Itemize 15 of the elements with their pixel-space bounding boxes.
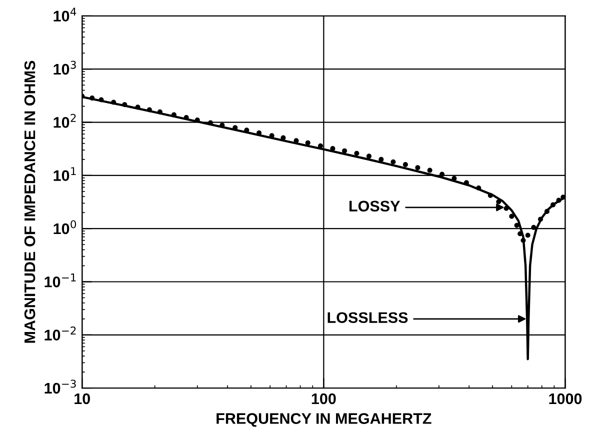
y-tick-label: 10$^{0}$ (54, 220, 76, 234)
y-tick-label: 10$^{3}$ (54, 60, 76, 75)
x-tick-label: 1000 (549, 393, 582, 404)
y-tick-label: 10$^{2}$ (54, 114, 76, 128)
y-tick-label: 10$^{−1}$ (44, 274, 76, 288)
y-tick-label: 10$^{1}$ (54, 167, 76, 182)
y-tick-label: 10$^{4}$ (54, 8, 76, 22)
annotation: LOSSLESS (328, 312, 408, 324)
x-tick-label: 100 (312, 393, 336, 404)
y-tick-label: 10$^{−2}$ (44, 326, 76, 340)
annotation: LOSSY (349, 200, 400, 212)
y-tick-label: 10$^{−3}$ (44, 380, 76, 394)
x-tick-label: 10 (74, 393, 90, 404)
y-axis-title: MAGNITUDE OF IMPEDANCE IN OHMS (24, 60, 36, 343)
x-axis-title: FREQUENCY IN MEGAHERTZ (216, 413, 432, 427)
